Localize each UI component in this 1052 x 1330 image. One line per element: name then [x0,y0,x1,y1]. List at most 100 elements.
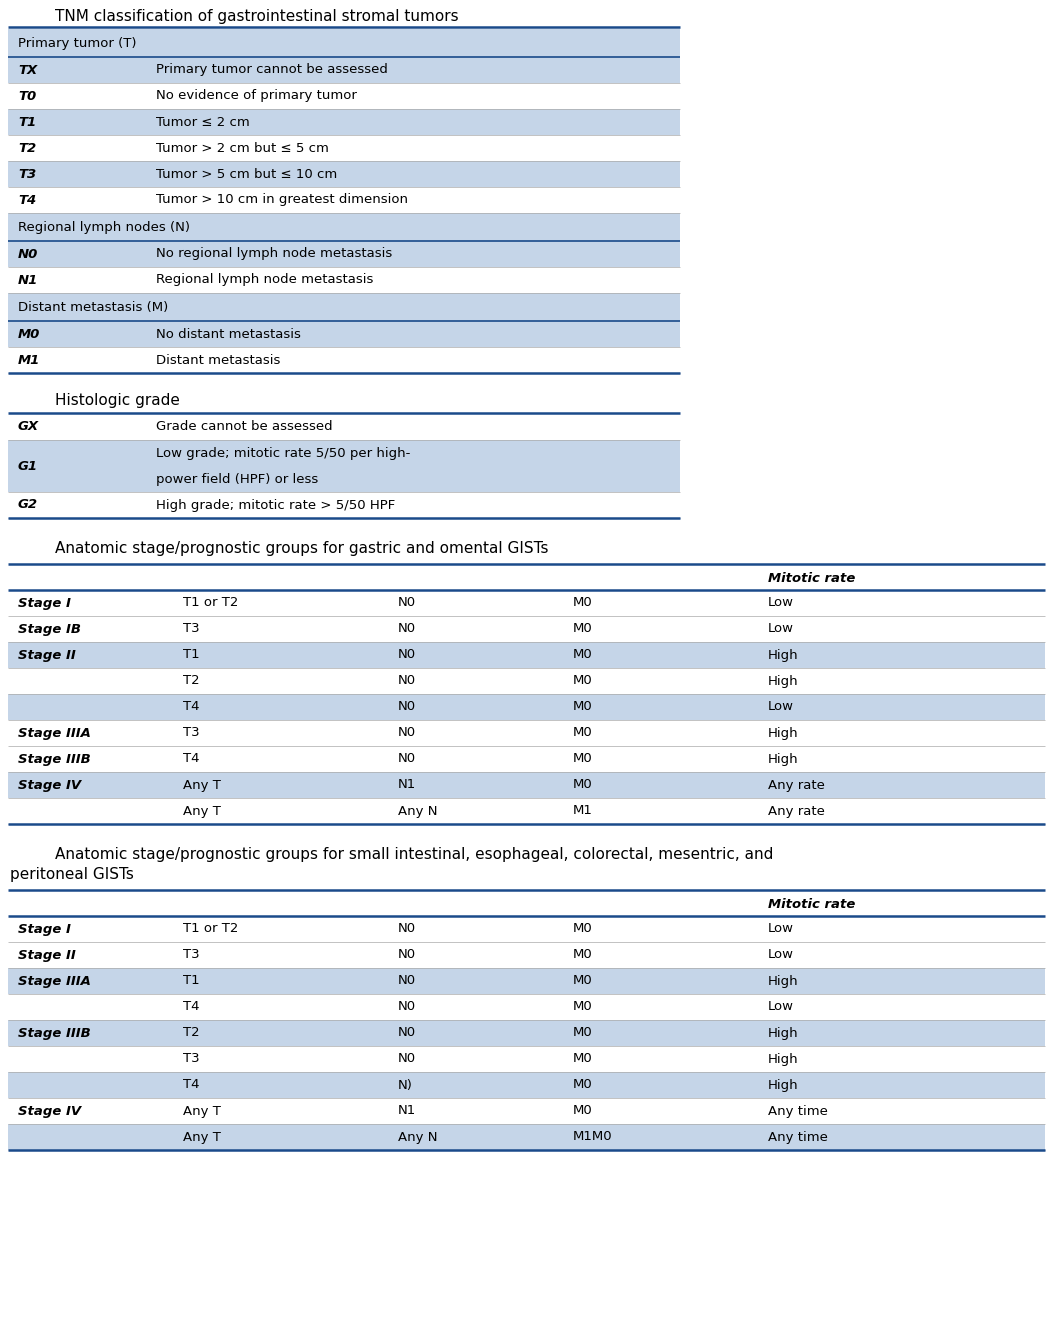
Text: M0: M0 [573,948,592,962]
Text: Stage IB: Stage IB [18,622,81,636]
Text: T1 or T2: T1 or T2 [183,923,239,935]
Text: Low: Low [768,596,794,609]
Text: Histologic grade: Histologic grade [55,394,180,408]
Text: Low: Low [768,622,794,636]
Text: Stage IIIB: Stage IIIB [18,1027,90,1040]
Text: T3: T3 [183,948,200,962]
Text: N0: N0 [398,948,417,962]
FancyBboxPatch shape [8,1020,1045,1045]
Text: T3: T3 [183,622,200,636]
Text: Stage IIIB: Stage IIIB [18,753,90,766]
Text: T3: T3 [183,1052,200,1065]
Text: Distant metastasis (M): Distant metastasis (M) [18,301,168,314]
Text: M0: M0 [573,975,592,987]
Text: Mitotic rate: Mitotic rate [768,898,855,911]
FancyBboxPatch shape [8,1072,1045,1099]
Text: T0: T0 [18,89,36,102]
Text: N0: N0 [398,1052,417,1065]
Text: Low: Low [768,1000,794,1013]
FancyBboxPatch shape [8,57,680,82]
Text: N0: N0 [398,753,417,766]
Text: Stage I: Stage I [18,923,70,935]
Text: High grade; mitotic rate > 5/50 HPF: High grade; mitotic rate > 5/50 HPF [156,499,396,512]
Text: power field (HPF) or less: power field (HPF) or less [156,472,319,485]
Text: peritoneal GISTs: peritoneal GISTs [11,867,134,882]
Text: High: High [768,1052,798,1065]
Text: N1: N1 [18,274,38,286]
Text: Any N: Any N [398,805,438,818]
FancyBboxPatch shape [8,213,680,241]
Text: N0: N0 [18,247,38,261]
FancyBboxPatch shape [8,694,1045,720]
Text: Any rate: Any rate [768,778,825,791]
FancyBboxPatch shape [8,267,680,293]
FancyBboxPatch shape [8,642,1045,668]
Text: Tumor > 5 cm but ≤ 10 cm: Tumor > 5 cm but ≤ 10 cm [156,168,338,181]
FancyBboxPatch shape [8,293,680,321]
FancyBboxPatch shape [8,916,1045,942]
Text: Any T: Any T [183,778,221,791]
Text: M0: M0 [573,701,592,713]
Text: High: High [768,1079,798,1092]
Text: G2: G2 [18,499,38,512]
Text: Distant metastasis: Distant metastasis [156,354,281,367]
FancyBboxPatch shape [8,746,1045,771]
Text: Any rate: Any rate [768,805,825,818]
FancyBboxPatch shape [8,798,1045,825]
Text: M1M0: M1M0 [573,1130,612,1144]
Text: T1: T1 [183,649,200,661]
Text: T3: T3 [183,726,200,739]
FancyBboxPatch shape [8,109,680,136]
Text: M0: M0 [18,327,40,340]
Text: High: High [768,674,798,688]
Text: G1: G1 [18,459,38,472]
FancyBboxPatch shape [8,567,1045,591]
Text: No evidence of primary tumor: No evidence of primary tumor [156,89,357,102]
Text: Stage IV: Stage IV [18,778,81,791]
Text: M0: M0 [573,1079,592,1092]
Text: M1: M1 [18,354,40,367]
Text: N): N) [398,1079,412,1092]
Text: Tumor > 10 cm in greatest dimension: Tumor > 10 cm in greatest dimension [156,193,408,206]
Text: N0: N0 [398,649,417,661]
Text: TX: TX [18,64,37,77]
FancyBboxPatch shape [8,492,680,517]
Text: T3: T3 [18,168,36,181]
Text: N0: N0 [398,923,417,935]
FancyBboxPatch shape [8,347,680,372]
Text: Low: Low [768,948,794,962]
Text: Stage II: Stage II [18,948,76,962]
Text: T4: T4 [183,1079,200,1092]
FancyBboxPatch shape [8,892,1045,916]
Text: M0: M0 [573,622,592,636]
Text: T1: T1 [183,975,200,987]
Text: Low: Low [768,923,794,935]
Text: N0: N0 [398,596,417,609]
Text: N1: N1 [398,1104,417,1117]
Text: T4: T4 [183,753,200,766]
Text: High: High [768,726,798,739]
Text: Stage IIIA: Stage IIIA [18,726,90,739]
Text: Low grade; mitotic rate 5/50 per high-: Low grade; mitotic rate 5/50 per high- [156,447,410,459]
Text: T1 or T2: T1 or T2 [183,596,239,609]
FancyBboxPatch shape [8,440,680,492]
Text: High: High [768,975,798,987]
Text: Any time: Any time [768,1104,828,1117]
Text: Stage I: Stage I [18,596,70,609]
FancyBboxPatch shape [8,241,680,267]
Text: Anatomic stage/prognostic groups for gastric and omental GISTs: Anatomic stage/prognostic groups for gas… [55,540,548,556]
Text: N0: N0 [398,674,417,688]
Text: Tumor ≤ 2 cm: Tumor ≤ 2 cm [156,116,249,129]
Text: M0: M0 [573,1000,592,1013]
FancyBboxPatch shape [8,942,1045,968]
Text: Primary tumor (T): Primary tumor (T) [18,36,137,49]
Text: Any T: Any T [183,1130,221,1144]
FancyBboxPatch shape [8,771,1045,798]
FancyBboxPatch shape [8,1099,1045,1124]
Text: High: High [768,1027,798,1040]
Text: T4: T4 [183,1000,200,1013]
Text: T2: T2 [183,674,200,688]
Text: Any T: Any T [183,1104,221,1117]
Text: High: High [768,649,798,661]
Text: M1: M1 [573,805,593,818]
